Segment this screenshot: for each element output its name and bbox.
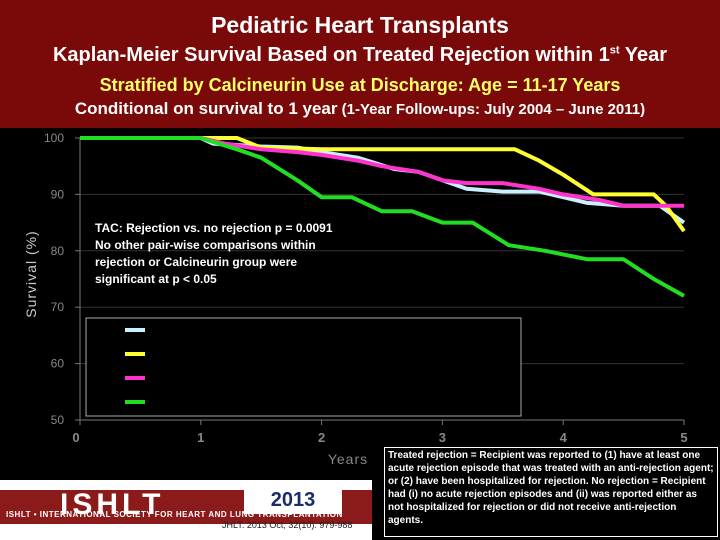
x-tick-label: 5 [680, 430, 687, 445]
legend [85, 317, 522, 417]
x-axis-label: Years [328, 451, 368, 467]
x-tick-label: 2 [318, 430, 325, 445]
series-line-4 [80, 136, 685, 298]
series-line-2 [80, 136, 686, 233]
y-tick-label: 70 [51, 300, 65, 314]
subtitle-end: Year [619, 44, 668, 66]
x-tick-label: 1 [197, 430, 204, 445]
x-tick-label: 4 [560, 430, 568, 445]
title-banner [0, 0, 720, 128]
x-tick-label: 3 [439, 430, 446, 445]
y-tick-label: 80 [51, 244, 65, 258]
citation: JHLT. 2013 Oct; 32(10): 979-988 [222, 520, 353, 530]
logo-tagline: ISHLT • INTERNATIONAL SOCIETY FOR HEART … [6, 510, 343, 519]
y-tick-label: 90 [51, 187, 65, 201]
chart-title: Pediatric Heart Transplants [211, 12, 509, 38]
survival-chart: 50 60 70 80 90 100 0 1 2 3 4 5 Years Survival (%) TAC… [23, 131, 688, 467]
subtitle-main: Kaplan-Meier Survival Based on Treated R… [52, 44, 610, 66]
series-line-3 [80, 136, 684, 208]
footnote: Treated rejection = Recipient was report… [384, 447, 718, 537]
axes [75, 137, 685, 425]
annotation-line: rejection or Calcineurin group were [95, 255, 297, 269]
annotation-line: TAC: Rejection vs. no rejection p = 0.00… [95, 221, 333, 235]
annotation-line: No other pair-wise comparisons within [95, 238, 316, 252]
series-lines [80, 136, 686, 298]
chart-subtitle: Kaplan-Meier Survival Based on Treated R… [0, 44, 720, 67]
x-tick-label: 0 [72, 430, 79, 445]
annotation: TAC: Rejection vs. no rejection p = 0.00… [95, 221, 333, 286]
conditional-detail: (1-Year Follow-ups: July 2004 – June 201… [337, 101, 646, 118]
legend-box [85, 317, 522, 417]
ishlt-logo: ISHLT [60, 488, 165, 521]
annotation-line: significant at p < 0.05 [95, 272, 217, 286]
y-tick-label: 60 [51, 357, 65, 371]
conditional-line: Conditional on survival to 1 year (1-Yea… [0, 99, 720, 119]
year-badge: 2013 [244, 486, 342, 514]
y-axis-label: Survival (%) [23, 230, 39, 317]
subtitle-superscript: st [609, 44, 620, 57]
y-tick-label: 100 [44, 131, 64, 145]
conditional-main: Conditional on survival to 1 year [74, 99, 338, 118]
axis-labels: 50 60 70 80 90 100 0 1 2 3 4 5 Years Survival (%) [23, 131, 688, 467]
y-tick-label: 50 [51, 413, 65, 427]
stratification-line: Stratified by Calcineurin Use at Dischar… [99, 75, 621, 95]
